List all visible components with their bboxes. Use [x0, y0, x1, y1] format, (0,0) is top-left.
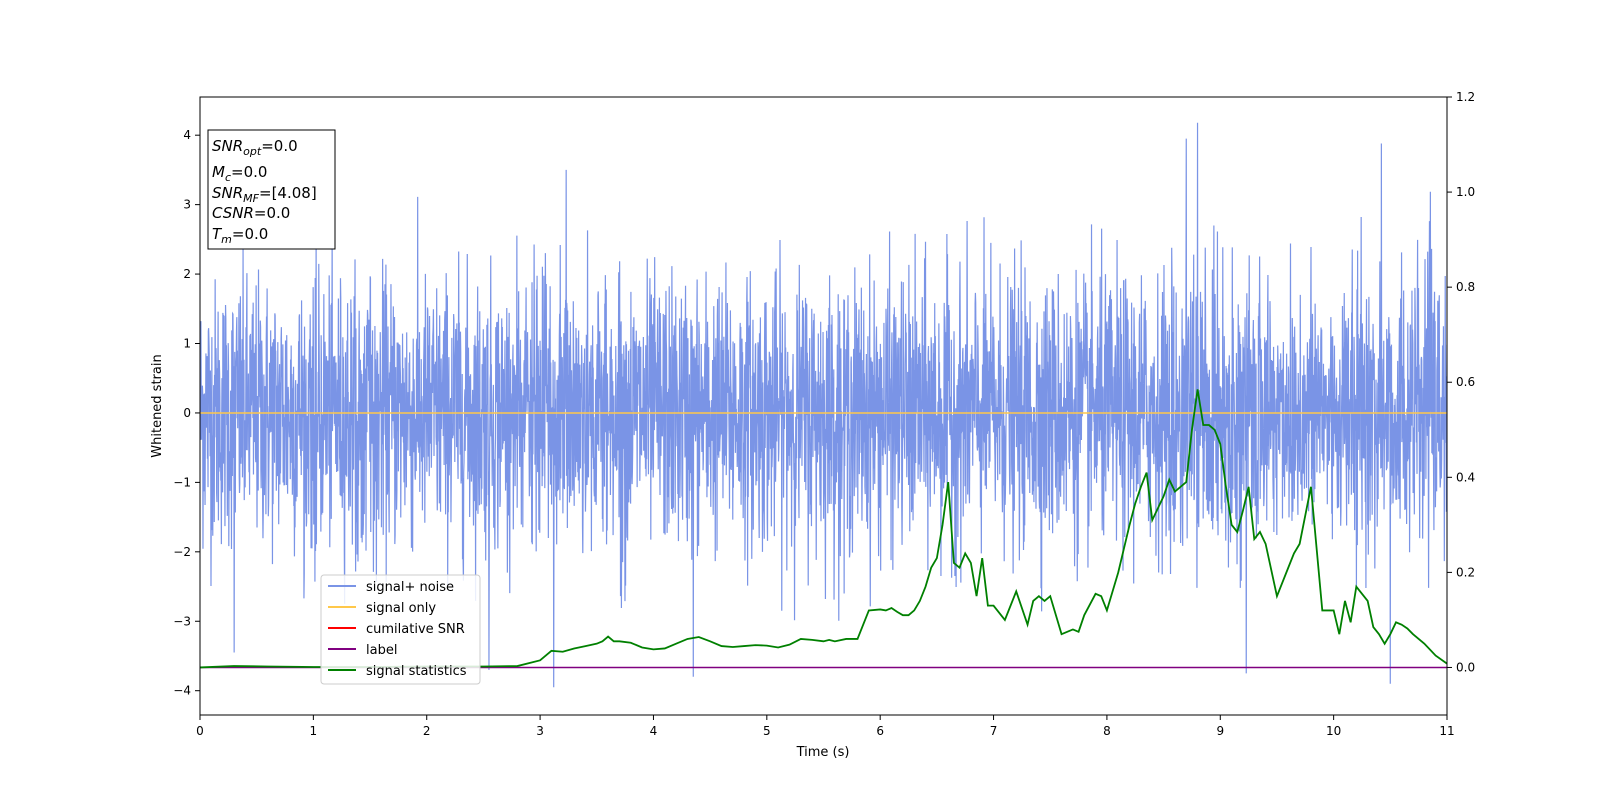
x-tick-label: 0: [196, 724, 204, 738]
y2-tick-label: 1.2: [1456, 90, 1475, 104]
y-tick-label: −4: [173, 684, 191, 698]
y-tick-label: 3: [183, 198, 191, 212]
y2-tick-label: 0.6: [1456, 375, 1475, 389]
y-tick-label: 1: [183, 337, 191, 351]
y-tick-label: 0: [183, 406, 191, 420]
signal-noise-line: [200, 122, 1447, 688]
y-tick-label: −3: [173, 614, 191, 628]
legend: signal+ noise signal only cumilative SNR…: [320, 574, 481, 685]
x-tick-label: 2: [423, 724, 431, 738]
y-tick-label: 4: [183, 128, 191, 142]
x-tick-label: 9: [1216, 724, 1224, 738]
signal-statistics-series: [200, 389, 1447, 669]
y2-tick-label: 0.4: [1456, 470, 1475, 484]
x-axis-ticks: 0 1 2 3 4 5 6 7 8 9 10 11: [196, 715, 1455, 738]
legend-label-label: label: [366, 643, 397, 658]
info-mc: Mc=0.0: [212, 163, 267, 184]
x-tick-label: 10: [1326, 724, 1341, 738]
info-csnr: CSNR=0.0: [212, 204, 290, 222]
y2-tick-label: 0.0: [1456, 660, 1475, 674]
y-tick-label: 2: [183, 267, 191, 281]
legend-label-signal-only: signal only: [366, 601, 436, 616]
y2-tick-label: 0.8: [1456, 280, 1475, 294]
y2-tick-label: 1.0: [1456, 185, 1475, 199]
legend-label-cumulative-snr: cumilative SNR: [366, 622, 465, 637]
x-tick-label: 8: [1103, 724, 1111, 738]
info-snr-mf: SNRMF=[4.08]: [212, 184, 317, 205]
y-tick-label: −1: [173, 475, 191, 489]
x-tick-label: 7: [990, 724, 998, 738]
y2-tick-label: 0.2: [1456, 565, 1475, 579]
x-tick-label: 1: [310, 724, 318, 738]
y2-axis-ticks: 0.0 0.2 0.4 0.6 0.8 1.0 1.2: [1447, 90, 1475, 674]
y-axis-ticks: −4 −3 −2 −1 0 1 2 3 4: [173, 128, 200, 698]
legend-frame: [320, 574, 481, 685]
info-snr-opt: SNRopt=0.0: [212, 137, 298, 158]
x-tick-label: 3: [536, 724, 544, 738]
x-tick-label: 11: [1439, 724, 1454, 738]
legend-label-signal-statistics: signal statistics: [366, 664, 467, 679]
axes-frame: [199, 96, 1448, 716]
info-tm: Tm=0.0: [212, 225, 268, 246]
info-box: SNRopt=0.0 Mc=0.0 SNRMF=[4.08] CSNR=0.0 …: [207, 129, 336, 250]
signal-noise-series: [200, 122, 1447, 688]
x-tick-label: 6: [876, 724, 884, 738]
x-tick-label: 5: [763, 724, 771, 738]
info-box-frame: [207, 129, 336, 250]
y-axis-label: Whitened strain: [150, 354, 165, 457]
x-tick-label: 4: [650, 724, 658, 738]
y-tick-label: −2: [173, 545, 191, 559]
x-axis-label: Time (s): [796, 745, 850, 760]
legend-label-signal-noise: signal+ noise: [366, 580, 454, 595]
signal-statistics-line: [200, 389, 1447, 669]
